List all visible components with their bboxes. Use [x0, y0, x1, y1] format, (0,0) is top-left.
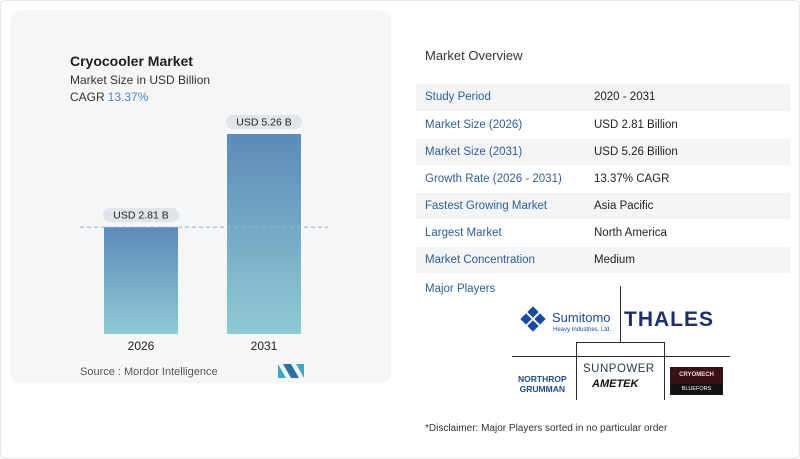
bar-chart: USD 2.81 B 2026 USD 5.26 B 2031: [80, 115, 328, 353]
overview-label: Market Size (2031): [416, 138, 585, 166]
sumitomo-sub: Heavy Industries, Ltd.: [553, 327, 611, 333]
overview-value: Asia Pacific: [585, 192, 790, 220]
grid-divider: [576, 342, 664, 343]
sumitomo-name: Sumitomo: [552, 310, 611, 325]
major-players-title: Major Players: [425, 283, 496, 295]
cryomech-bluefors-logo: CRYOMECH BLUEFORS: [670, 367, 723, 395]
overview-table: Study Period 2020 - 2031 Market Size (202…: [416, 84, 790, 274]
overview-value: USD 2.81 Billion: [585, 111, 790, 139]
bar-2031: [227, 134, 301, 334]
northrop-line: NORTHROP: [518, 374, 567, 384]
cagr-value: 13.37%: [107, 90, 149, 104]
bluefors-text: BLUEFORS: [671, 384, 722, 394]
mordor-intelligence-logo: [278, 364, 304, 378]
grid-divider: [576, 342, 577, 400]
chart-subtitle: Market Size in USD Billion: [70, 73, 211, 87]
cagr-label: CAGR: [70, 90, 105, 104]
data-label: USD 5.26 B: [236, 117, 291, 129]
sumitomo-logo: Sumitomo Heavy Industries, Ltd.: [520, 306, 630, 341]
disclaimer: *Disclaimer: Major Players sorted in no …: [425, 423, 668, 434]
sunpower-logo: SUNPOWER: [583, 363, 655, 375]
overview-value: 13.37% CAGR: [585, 165, 790, 193]
overview-value: USD 5.26 Billion: [585, 138, 790, 166]
overview-value: North America: [585, 219, 790, 247]
overview-label: Largest Market: [416, 219, 585, 247]
overview-row: Largest Market North America: [416, 219, 790, 247]
grid-divider: [512, 356, 730, 357]
overview-label: Market Size (2026): [416, 111, 585, 139]
overview-label: Market Concentration: [416, 246, 585, 274]
overview-row: Market Size (2026) USD 2.81 Billion: [416, 111, 790, 139]
overview-label: Study Period: [416, 84, 585, 112]
data-label-bg: [226, 115, 302, 129]
overview-row: Growth Rate (2026 - 2031) 13.37% CAGR: [416, 165, 790, 193]
grid-divider: [664, 342, 665, 400]
overview-label: Fastest Growing Market: [416, 192, 585, 220]
overview-row: Study Period 2020 - 2031: [416, 84, 790, 112]
cagr: CAGR 13.37%: [70, 90, 148, 104]
x-tick-label: 2026: [128, 339, 155, 353]
overview-label: Growth Rate (2026 - 2031): [416, 165, 585, 193]
overview-value: 2020 - 2031: [585, 84, 790, 112]
ametek-logo: AMETEK: [592, 378, 639, 390]
overview-row: Market Concentration Medium: [416, 246, 790, 274]
source-note: Source : Mordor Intelligence: [80, 366, 218, 378]
overview-row: Market Size (2031) USD 5.26 Billion: [416, 138, 790, 166]
overview-row: Fastest Growing Market Asia Pacific: [416, 192, 790, 220]
northrop-grumman-logo: NORTHROP GRUMMAN: [518, 374, 567, 394]
data-label: USD 2.81 B: [113, 210, 168, 222]
chart-card: [10, 10, 391, 383]
x-tick-label: 2031: [251, 339, 278, 353]
grumman-line: GRUMMAN: [519, 384, 565, 394]
thales-logo: THALES: [624, 308, 714, 331]
chart-title: Cryocooler Market: [70, 53, 193, 69]
overview-value: Medium: [585, 246, 790, 274]
cryomech-text: CRYOMECH: [679, 372, 714, 378]
bar-2026: [104, 227, 178, 334]
grid-divider: [620, 286, 621, 342]
overview-title: Market Overview: [425, 48, 523, 63]
data-label-bg: [103, 208, 179, 223]
sumitomo-diamond-icon: Sumitomo Heavy Industries, Ltd.: [520, 306, 611, 333]
